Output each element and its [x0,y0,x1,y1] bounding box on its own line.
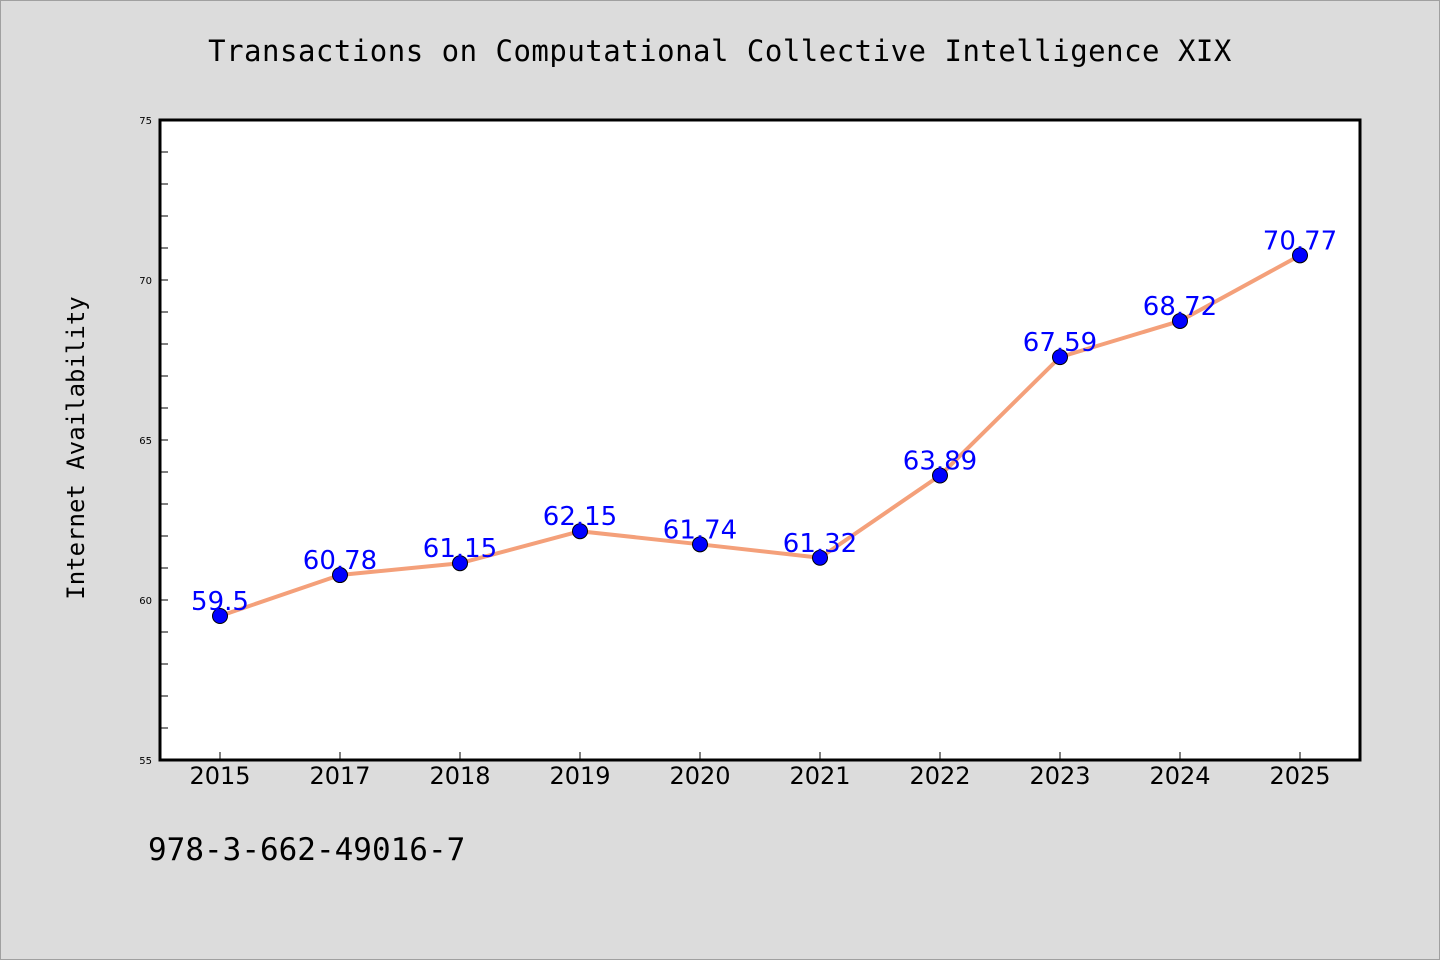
x-tick-label: 2020 [669,762,730,790]
data-point [932,467,948,484]
data-point [1052,349,1068,366]
x-tick-label: 2017 [309,762,370,790]
plot-area [160,120,1360,760]
data-points [212,247,1308,624]
chart-title: Transactions on Computational Collective… [208,34,1232,68]
y-tick-label: 55 [139,756,152,767]
data-point [1292,247,1308,264]
y-tick-label: 70 [139,276,152,287]
data-label: 60.78 [303,546,377,576]
data-label: 61.15 [423,534,497,564]
plot-border [158,118,1362,762]
x-tick-label: 2022 [909,762,970,790]
x-tick-label: 2024 [1149,762,1210,790]
y-tick-label: 60 [139,596,152,607]
data-point [572,523,588,540]
isbn-footnote: 978-3-662-49016-7 [148,832,466,868]
data-point [332,567,348,584]
data-label: 62.15 [543,502,617,532]
data-label: 67.59 [1023,328,1097,358]
data-point [812,549,828,566]
y-tick-label: 65 [139,436,152,447]
data-point [692,536,708,553]
data-point [212,608,228,624]
x-tick-label: 2018 [429,762,490,790]
data-label: 59.5 [191,587,249,617]
data-label: 70.77 [1263,226,1337,256]
data-point [1172,312,1188,329]
series-line [219,253,1301,618]
y-tick-label: 75 [139,116,152,127]
data-label: 68.72 [1143,292,1217,322]
data-label: 63.89 [903,447,977,477]
x-tick-label: 2019 [549,762,610,790]
data-label: 61.32 [783,529,857,559]
data-labels: 59.5 60.78 61.15 62.15 61.74 61.32 63.89 67.59 6… [191,226,1337,617]
x-tick-label: 2015 [189,762,250,790]
x-tick-label: 2021 [789,762,850,790]
x-axis: 2015 2017 2018 2019 2020 2021 2022 2023 2024 2025 [189,752,1331,790]
x-tick-label: 2023 [1029,762,1090,790]
x-tick-label: 2025 [1269,762,1330,790]
data-label: 61.74 [663,515,737,545]
data-point [452,555,468,572]
